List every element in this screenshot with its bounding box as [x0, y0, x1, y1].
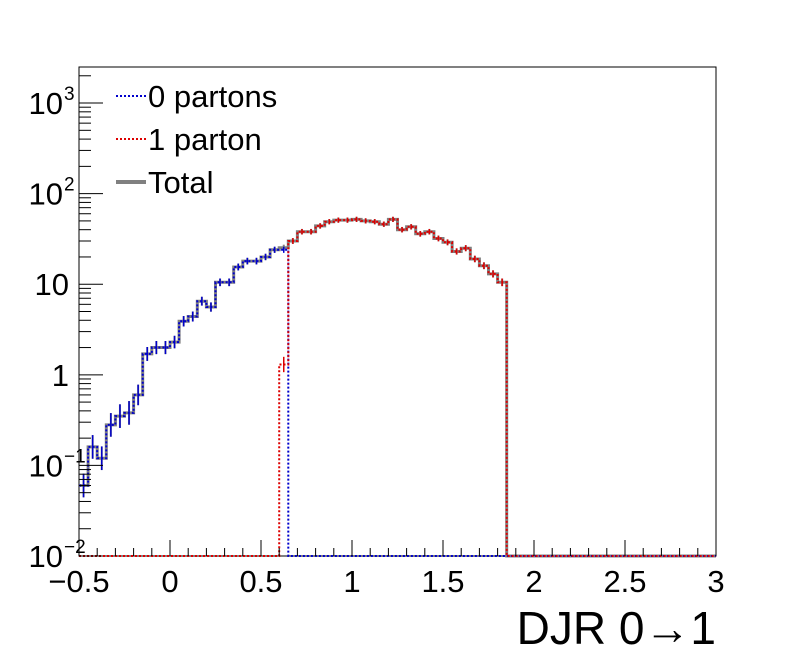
legend-label: 0 partons: [148, 79, 277, 114]
y-tick-label: 10: [29, 86, 63, 121]
y-tick-label: 1: [52, 358, 69, 393]
y-tick-label: 10: [29, 177, 63, 212]
y-tick-label: 10: [29, 539, 63, 574]
x-tick-label: 0: [161, 564, 178, 599]
legend-item: 0 partons: [116, 79, 277, 114]
legend-item: 1 parton: [116, 122, 262, 157]
x-axis-title: DJR 0→1: [517, 602, 716, 654]
series-line: [79, 217, 716, 558]
series-0-partons: [79, 246, 716, 557]
legend-label: 1 parton: [148, 122, 262, 157]
x-tick-label: 3: [707, 564, 724, 599]
x-tick-label: 2: [525, 564, 542, 599]
x-tick-label: 1.5: [421, 564, 464, 599]
series-layer: [79, 216, 716, 558]
y-tick-exponent: −1: [64, 446, 86, 467]
y-tick-label: 10: [29, 448, 63, 483]
series-line: [79, 218, 716, 557]
x-tick-label: 2.5: [603, 564, 646, 599]
legend-item: Total: [116, 165, 213, 200]
y-tick-label: 10: [35, 267, 69, 302]
x-tick-label: 1: [343, 564, 360, 599]
series-total: [79, 216, 716, 558]
legend-label: Total: [148, 165, 213, 200]
series-line: [79, 248, 716, 557]
y-tick-exponent: 3: [64, 84, 75, 105]
x-tick-label: −0.5: [48, 564, 109, 599]
legend: 0 partons 1 parton Total: [116, 79, 277, 200]
series-1-parton: [79, 216, 716, 557]
y-tick-exponent: −2: [64, 537, 86, 558]
x-tick-label: 0.5: [239, 564, 282, 599]
y-tick-exponent: 2: [64, 175, 75, 196]
